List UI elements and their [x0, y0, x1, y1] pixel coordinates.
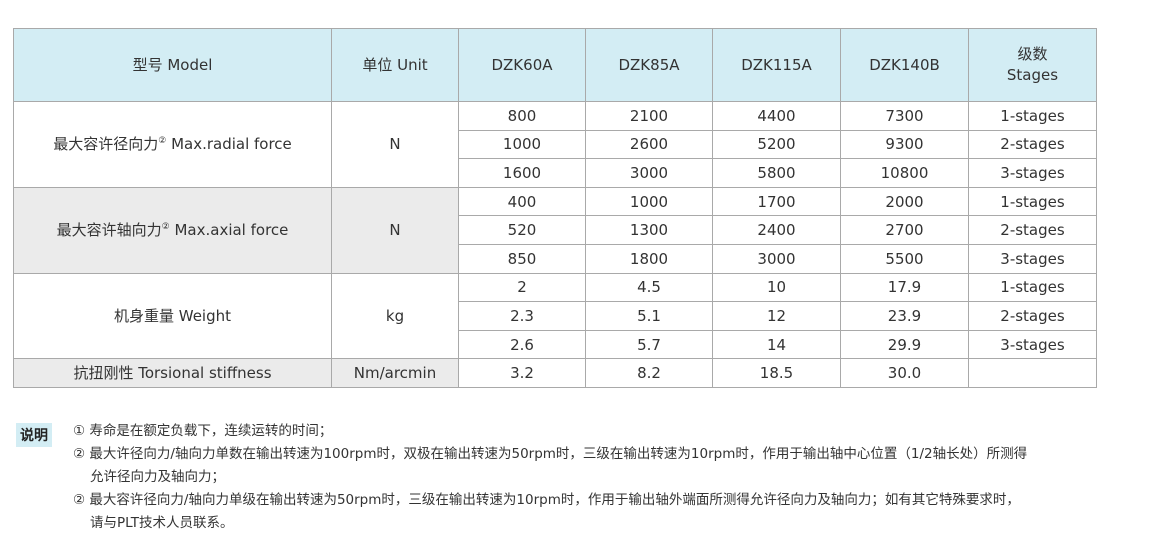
table-cell: 3.2 — [458, 358, 586, 388]
stage-cell: 3-stages — [968, 329, 1097, 360]
table-cell: 1600 — [458, 158, 586, 188]
header-stages-cn: 级数 — [1017, 45, 1048, 63]
axial-force-group: 最大容许轴向力② Max.axial force N 400 1000 1700… — [13, 186, 1097, 274]
table-row: 850 1800 3000 5500 3-stages — [14, 243, 1097, 274]
table-cell: 2 — [458, 272, 586, 303]
table-cell: 1700 — [712, 186, 841, 217]
header-model-1: DZK60A — [458, 28, 586, 102]
table-cell: 30.0 — [840, 358, 969, 388]
table-cell: 2600 — [585, 129, 713, 160]
header-model: 型号 Model — [13, 28, 332, 102]
table-cell: 18.5 — [712, 358, 841, 388]
table-cell: 400 — [458, 186, 586, 217]
note-line: ① 寿命是在额定负载下，连续运转的时间； — [73, 423, 333, 439]
stage-cell — [968, 358, 1097, 388]
note-line: 允许径向力及轴向力； — [90, 469, 225, 485]
table-cell: 4400 — [712, 101, 841, 131]
table-cell: 29.9 — [840, 329, 969, 360]
note-line: 请与PLT技术人员联系。 — [90, 515, 234, 531]
table-cell: 850 — [458, 243, 586, 274]
table-cell: 1300 — [585, 215, 713, 245]
table-cell: 7300 — [840, 101, 969, 131]
table-row: 最大容许径向力② Max.radial force N 800 2100 440… — [13, 101, 1097, 188]
table-cell: 1000 — [458, 129, 586, 160]
table-cell: 9300 — [840, 129, 969, 160]
table-cell: 5500 — [840, 243, 969, 274]
table-cell: 3000 — [712, 243, 841, 274]
weight-group: 机身重量 Weight kg 2 4.5 10 17.9 1-stages 2.… — [13, 272, 1097, 360]
header-model-3: DZK115A — [712, 28, 841, 102]
table-cell: 14 — [712, 329, 841, 360]
table-row: 2.3 5.1 12 23.9 2-stages — [14, 301, 1097, 331]
torsional-label: 抗扭刚性 Torsional stiffness — [13, 358, 332, 388]
table-row: 1600 3000 5800 10800 3-stages — [14, 158, 1097, 188]
radial-force-group: 最大容许径向力② Max.radial force N 800 2100 440… — [13, 101, 1097, 188]
table-cell: 800 — [458, 101, 586, 131]
table-cell: 5.7 — [585, 329, 713, 360]
stage-cell: 3-stages — [968, 243, 1097, 274]
torsional-unit: Nm/arcmin — [331, 358, 459, 388]
table-cell: 23.9 — [840, 301, 969, 331]
table-cell: 2700 — [840, 215, 969, 245]
table-cell: 5.1 — [585, 301, 713, 331]
table-cell: 5800 — [712, 158, 841, 188]
notes-tag: 说明 — [16, 423, 52, 447]
header-stages-en: Stages — [1006, 66, 1059, 84]
stage-cell: 3-stages — [968, 158, 1097, 188]
footnote-marker: ② — [158, 136, 167, 147]
note-line: ② 最大容许径向力/轴向力单级在输出转速为50rpm时，三级在输出转速为10rp… — [73, 492, 1020, 508]
table-cell: 3000 — [585, 158, 713, 188]
table-cell: 8.2 — [585, 358, 713, 388]
table-cell: 2400 — [712, 215, 841, 245]
table-cell: 1000 — [585, 186, 713, 217]
table-cell: 12 — [712, 301, 841, 331]
stage-cell: 1-stages — [968, 101, 1097, 131]
table-row: 1000 2600 5200 9300 2-stages — [14, 129, 1097, 160]
table-cell: 10800 — [840, 158, 969, 188]
axial-force-label: 最大容许轴向力② Max.axial force — [13, 186, 332, 274]
table-cell: 4.5 — [585, 272, 713, 303]
torsional-group: 抗扭刚性 Torsional stiffness Nm/arcmin 3.2 8… — [13, 358, 1097, 388]
table-row: 抗扭刚性 Torsional stiffness Nm/arcmin 3.2 8… — [13, 358, 1097, 388]
radial-force-unit: N — [331, 101, 459, 188]
spec-table: 型号 Model 单位 Unit DZK60A DZK85A DZK115A D… — [13, 28, 1097, 388]
table-row: 最大容许轴向力② Max.axial force N 400 1000 1700… — [13, 186, 1097, 274]
footnote-marker: ② — [161, 222, 170, 233]
table-cell: 17.9 — [840, 272, 969, 303]
header-model-2: DZK85A — [585, 28, 713, 102]
header-row: 型号 Model 单位 Unit DZK60A DZK85A DZK115A D… — [13, 28, 1097, 102]
table-cell: 2.6 — [458, 329, 586, 360]
table-cell: 2100 — [585, 101, 713, 131]
table-row: 机身重量 Weight kg 2 4.5 10 17.9 1-stages — [13, 272, 1097, 360]
stage-cell: 2-stages — [968, 301, 1097, 331]
stage-cell: 2-stages — [968, 129, 1097, 160]
table-cell: 2.3 — [458, 301, 586, 331]
header-unit: 单位 Unit — [331, 28, 459, 102]
notes-lines: ① 寿命是在额定负载下，连续运转的时间； ② 最大许径向力/轴向力单数在输出转速… — [73, 420, 1103, 535]
table-cell: 2000 — [840, 186, 969, 217]
stage-cell: 1-stages — [968, 186, 1097, 217]
weight-label: 机身重量 Weight — [13, 272, 332, 360]
table-row: 520 1300 2400 2700 2-stages — [14, 215, 1097, 245]
header-stages: 级数 Stages — [968, 28, 1097, 102]
table-cell: 1800 — [585, 243, 713, 274]
note-line: ② 最大许径向力/轴向力单数在输出转速为100rpm时，双极在输出转速为50rp… — [73, 446, 1028, 462]
table-cell: 10 — [712, 272, 841, 303]
stage-cell: 2-stages — [968, 215, 1097, 245]
weight-unit: kg — [331, 272, 459, 360]
header-model-4: DZK140B — [840, 28, 969, 102]
table-cell: 5200 — [712, 129, 841, 160]
radial-force-label: 最大容许径向力② Max.radial force — [13, 101, 332, 188]
stage-cell: 1-stages — [968, 272, 1097, 303]
table-cell: 520 — [458, 215, 586, 245]
axial-force-unit: N — [331, 186, 459, 274]
